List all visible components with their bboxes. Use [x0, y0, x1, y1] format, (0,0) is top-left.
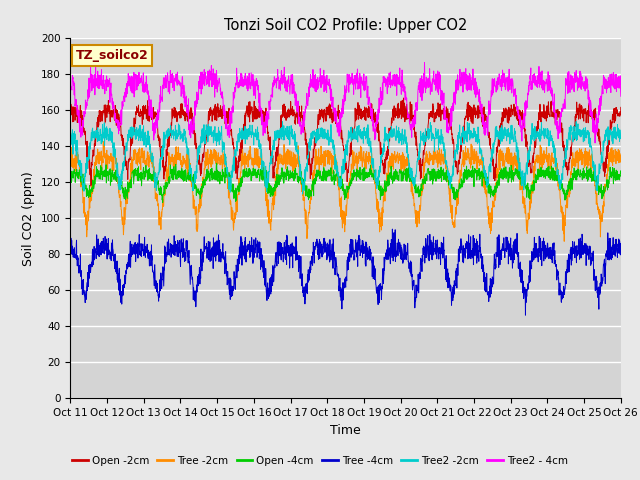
Tree2 - 4cm [591, 140, 599, 146]
Tree2 - 4cm [617, 94, 625, 99]
Tree2 - 4cm [220, 111, 228, 117]
Line: Tree2 -2cm: Tree2 -2cm [70, 121, 621, 194]
Tree2 - 4cm [506, 82, 513, 88]
Open -4cm [569, 180, 577, 186]
Title: Tonzi Soil CO2 Profile: Upper CO2: Tonzi Soil CO2 Profile: Upper CO2 [224, 18, 467, 33]
Open -2cm [220, 113, 228, 119]
Tree -4cm [569, 239, 577, 244]
Tree -4cm [220, 252, 228, 258]
Tree -4cm [362, 262, 369, 267]
Open -2cm [362, 107, 369, 113]
Tree -2cm [362, 151, 369, 156]
Tree -2cm [617, 151, 625, 157]
Tree -2cm [561, 239, 568, 244]
Tree -2cm [584, 149, 592, 155]
Open -2cm [506, 112, 514, 118]
Tree2 -2cm [617, 135, 625, 141]
Tree -2cm [220, 160, 228, 166]
Open -4cm [617, 170, 625, 176]
Line: Open -2cm: Open -2cm [70, 98, 621, 186]
Tree -4cm [617, 249, 625, 255]
Tree -4cm [506, 242, 513, 248]
Line: Open -4cm: Open -4cm [70, 163, 621, 203]
Open -2cm [67, 106, 74, 111]
Tree2 -2cm [506, 130, 513, 136]
X-axis label: Time: Time [330, 424, 361, 437]
Open -4cm [362, 170, 370, 176]
Open -4cm [374, 182, 381, 188]
Tree -4cm [522, 312, 529, 318]
Open -4cm [584, 173, 592, 179]
Line: Tree2 - 4cm: Tree2 - 4cm [70, 62, 621, 143]
Tree2 -2cm [67, 132, 74, 138]
Open -2cm [617, 105, 625, 110]
Tree -2cm [67, 152, 74, 158]
Tree -2cm [569, 150, 577, 156]
Open -4cm [67, 169, 74, 175]
Text: TZ_soilco2: TZ_soilco2 [76, 49, 148, 62]
Open -2cm [87, 183, 95, 189]
Tree2 -2cm [572, 119, 580, 124]
Open -4cm [221, 175, 228, 181]
Tree2 -2cm [299, 191, 307, 197]
Tree2 - 4cm [374, 118, 381, 123]
Open -2cm [584, 114, 592, 120]
Open -4cm [159, 200, 166, 205]
Tree2 - 4cm [584, 81, 591, 87]
Tree2 -2cm [362, 136, 369, 142]
Line: Tree -4cm: Tree -4cm [70, 229, 621, 315]
Tree -4cm [374, 284, 381, 290]
Open -4cm [212, 160, 220, 166]
Tree2 -2cm [568, 130, 576, 135]
Tree2 - 4cm [67, 84, 74, 89]
Legend: Open -2cm, Tree -2cm, Open -4cm, Tree -4cm, Tree2 -2cm, Tree2 - 4cm: Open -2cm, Tree -2cm, Open -4cm, Tree -4… [68, 452, 572, 470]
Open -4cm [506, 175, 514, 181]
Tree2 -2cm [584, 130, 592, 135]
Open -2cm [569, 133, 577, 139]
Tree2 -2cm [220, 146, 228, 152]
Line: Tree -2cm: Tree -2cm [70, 142, 621, 241]
Tree -4cm [67, 241, 74, 247]
Y-axis label: Soil CO2 (ppm): Soil CO2 (ppm) [22, 171, 35, 266]
Tree2 -2cm [374, 177, 381, 183]
Tree -2cm [99, 139, 107, 144]
Open -2cm [400, 95, 408, 101]
Open -2cm [374, 130, 381, 135]
Tree -4cm [388, 226, 396, 232]
Tree -2cm [374, 202, 381, 207]
Tree2 - 4cm [568, 84, 576, 90]
Tree -2cm [506, 157, 513, 163]
Tree2 - 4cm [362, 82, 369, 88]
Tree -4cm [584, 252, 592, 257]
Tree2 - 4cm [420, 60, 428, 65]
